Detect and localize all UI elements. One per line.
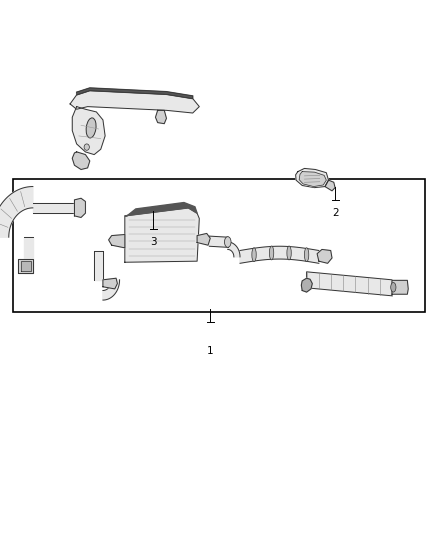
Polygon shape (103, 280, 120, 300)
Polygon shape (301, 278, 312, 292)
Polygon shape (74, 198, 85, 217)
Circle shape (84, 144, 89, 150)
Polygon shape (77, 88, 193, 99)
Polygon shape (24, 237, 33, 273)
Ellipse shape (391, 282, 396, 292)
Polygon shape (317, 249, 332, 263)
Polygon shape (0, 187, 33, 237)
Ellipse shape (86, 118, 96, 138)
Ellipse shape (225, 237, 231, 247)
Polygon shape (299, 172, 326, 187)
Polygon shape (109, 235, 125, 248)
Polygon shape (392, 280, 408, 294)
Polygon shape (72, 107, 105, 155)
Text: 3: 3 (150, 237, 157, 247)
Polygon shape (155, 110, 166, 124)
Polygon shape (296, 168, 328, 188)
Polygon shape (21, 261, 31, 271)
Polygon shape (70, 91, 199, 113)
Ellipse shape (252, 248, 256, 262)
Polygon shape (240, 246, 319, 263)
Polygon shape (125, 208, 199, 262)
Polygon shape (125, 203, 197, 216)
Text: 1: 1 (207, 346, 214, 357)
Polygon shape (307, 272, 392, 296)
Polygon shape (33, 203, 77, 213)
Ellipse shape (269, 246, 274, 260)
Polygon shape (72, 152, 90, 169)
Ellipse shape (287, 246, 291, 260)
Bar (13, 179, 425, 312)
Polygon shape (228, 242, 240, 257)
Polygon shape (209, 236, 228, 247)
Polygon shape (94, 251, 103, 280)
Polygon shape (325, 180, 335, 191)
Polygon shape (103, 278, 117, 289)
Polygon shape (197, 233, 210, 245)
Text: 2: 2 (332, 208, 339, 218)
Polygon shape (18, 259, 33, 273)
Ellipse shape (304, 248, 309, 262)
